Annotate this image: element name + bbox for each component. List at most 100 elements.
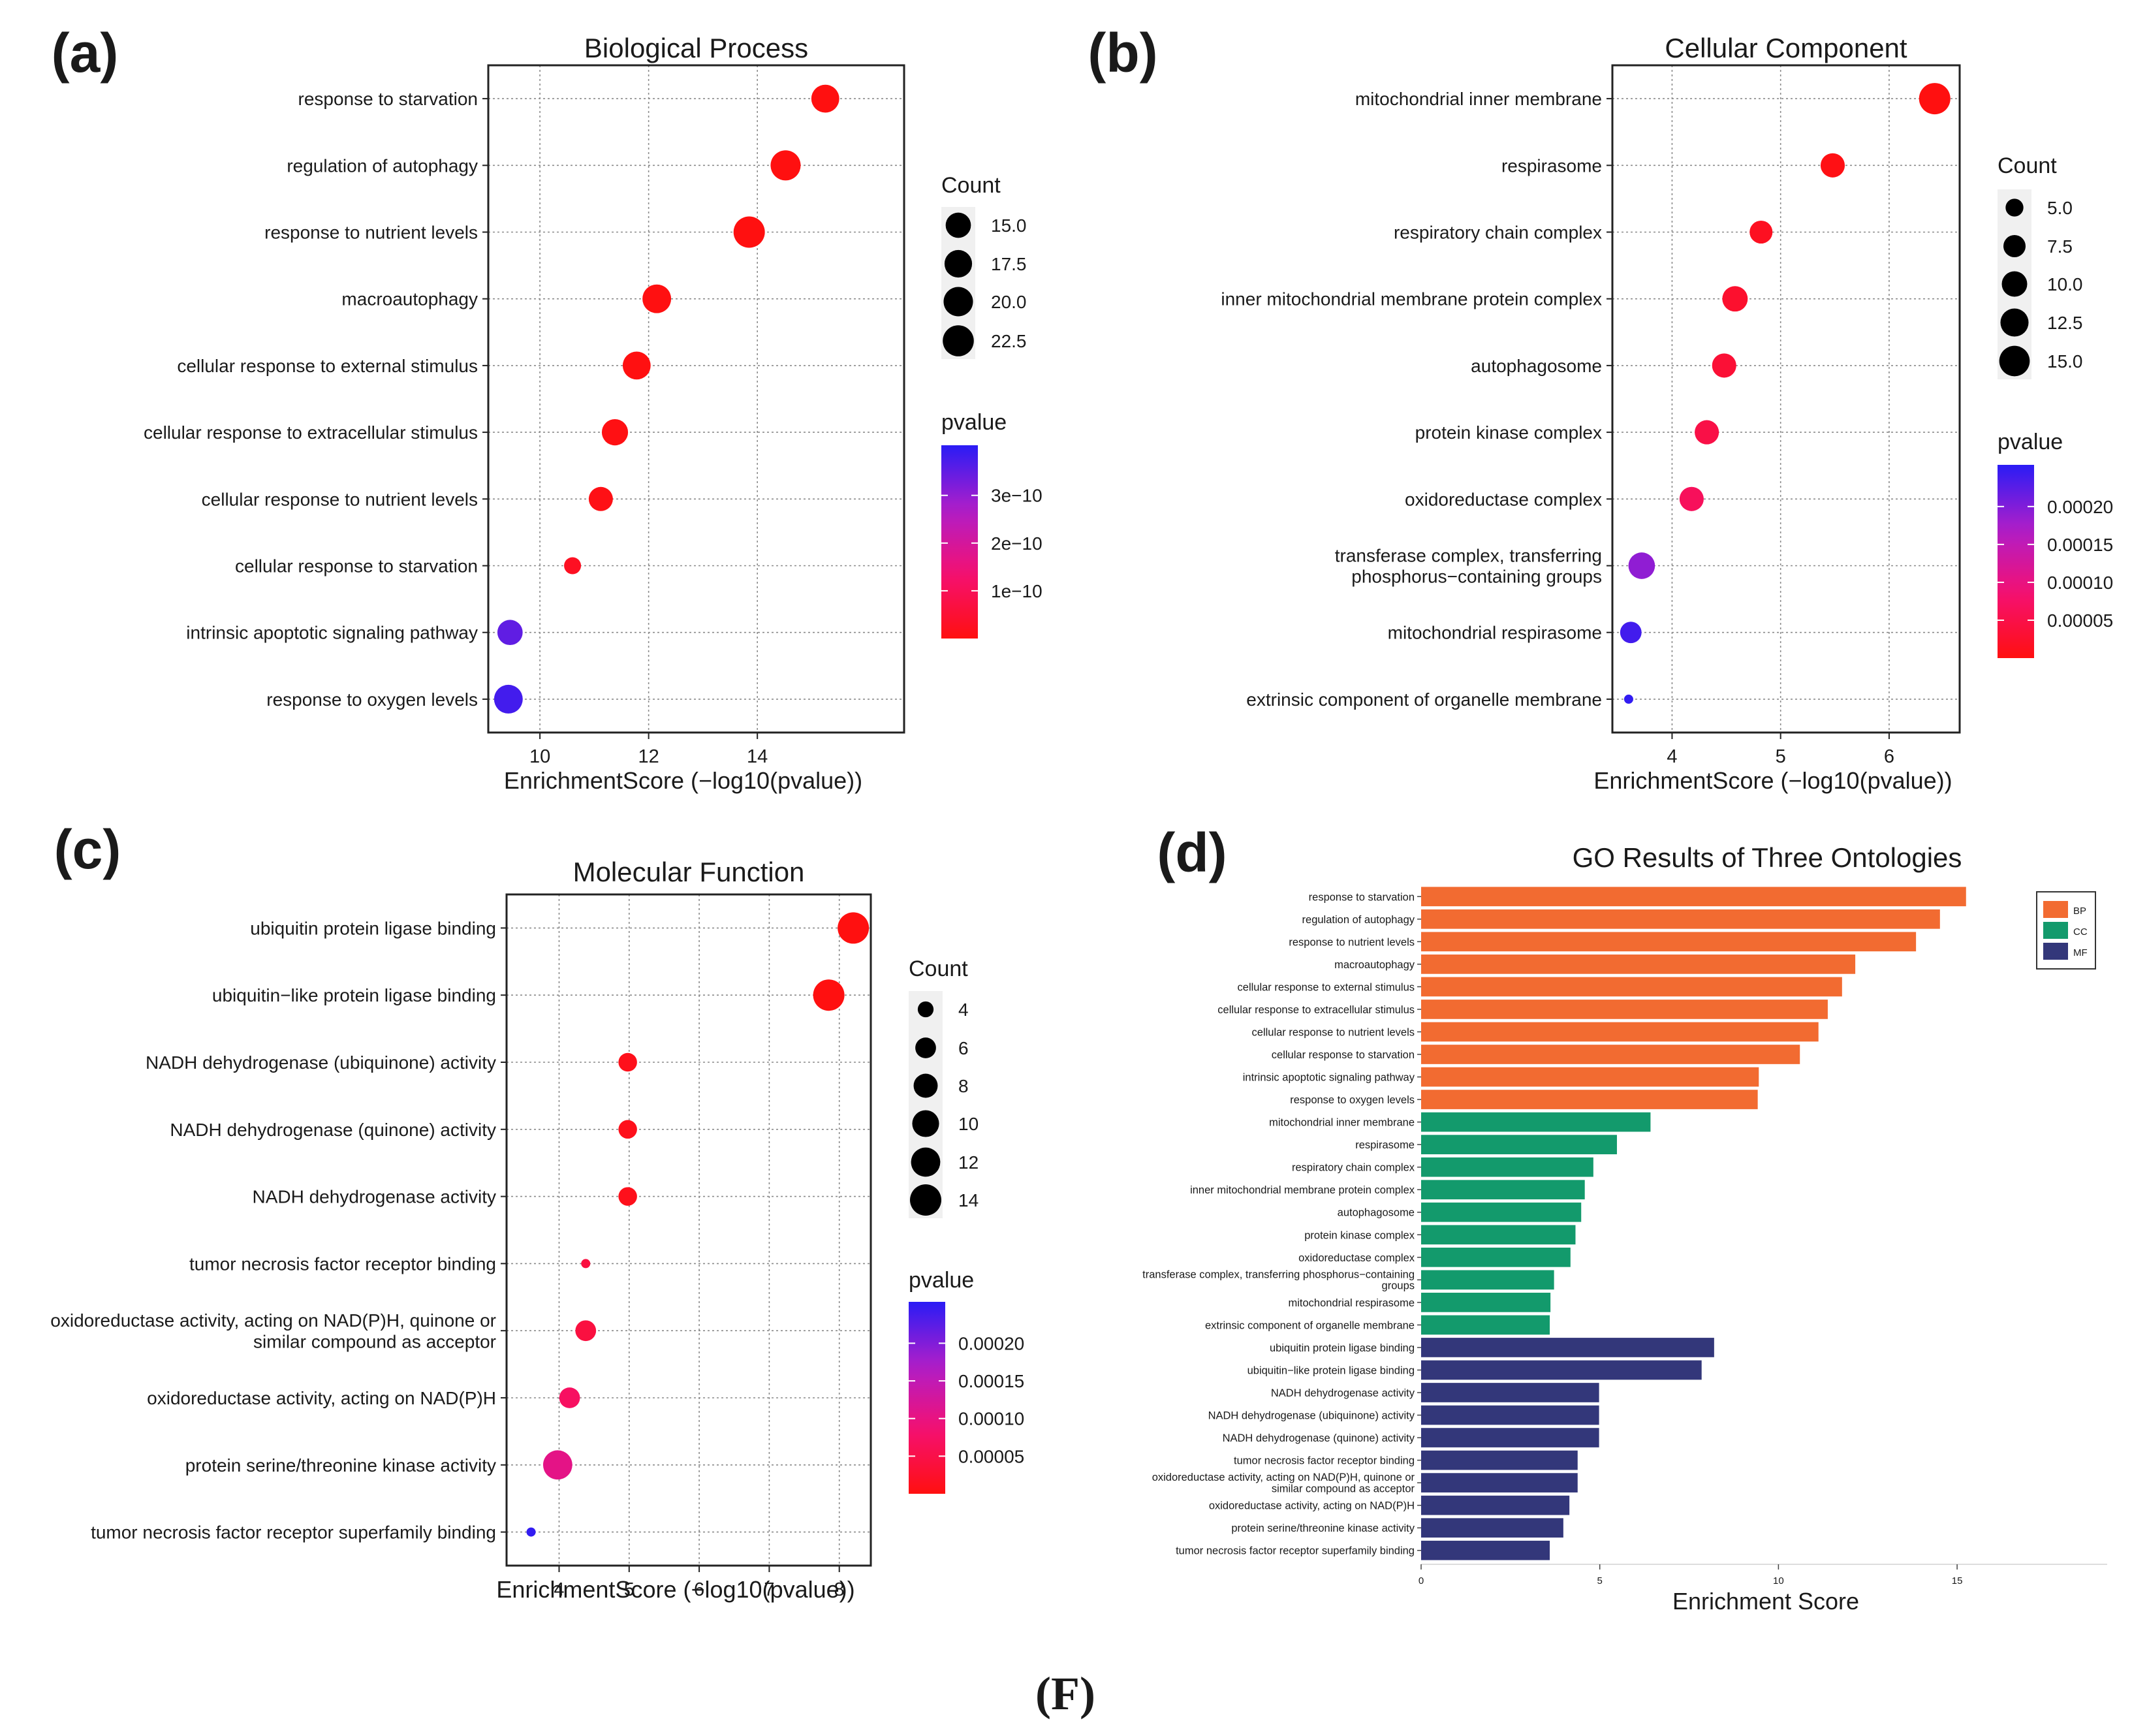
point-response-to-nutrient-levels	[733, 216, 765, 248]
y-tick-label-ubiquitin-like-protein-ligase-binding: ubiquitin−like protein ligase binding	[1247, 1365, 1415, 1376]
point-oxidoreductase-complex	[1679, 486, 1704, 511]
y-tick-label-respiratory-chain-complex: respiratory chain complex	[1292, 1162, 1415, 1174]
pvalue-legend-label-0-00010: 0.00010	[2047, 573, 2113, 593]
count-legend-key-15-0	[945, 212, 971, 238]
bar-extrinsic-component-of-organelle-membrane	[1421, 1315, 1550, 1335]
count-legend-label-15-0: 15.0	[991, 215, 1027, 236]
y-tick-label-ubiquitin-protein-ligase-binding: ubiquitin protein ligase binding	[250, 918, 496, 938]
y-tick-label-transferase-complex-transferring-phosphorus-containing-groups: transferase complex, transferring phospho…	[1335, 546, 1602, 587]
y-tick-label-intrinsic-apoptotic-signaling-pathway: intrinsic apoptotic signaling pathway	[1243, 1072, 1415, 1084]
chart-title: Cellular Component	[1665, 33, 1907, 63]
count-legend-label-14: 14	[958, 1190, 979, 1210]
point-mitochondrial-inner-membrane	[1919, 83, 1951, 115]
bar-tumor-necrosis-factor-receptor-superfamily-binding	[1421, 1540, 1550, 1560]
bar-oxidoreductase-activity-acting-on-nad-p-h-quinone-or-similar-compound-as-acceptor	[1421, 1473, 1578, 1492]
bar-mitochondrial-inner-membrane	[1421, 1112, 1651, 1132]
count-legend-label-12: 12	[958, 1152, 979, 1173]
legend-label-mf: MF	[2073, 947, 2088, 958]
y-tick-label-cellular-response-to-extracellular-stimulus: cellular response to extracellular stimu…	[144, 422, 478, 443]
count-legend-key-17-5	[944, 249, 973, 278]
x-tick-label-0: 0	[1419, 1575, 1424, 1586]
pvalue-legend-title: pvalue	[909, 1268, 974, 1293]
count-legend-key-7-5	[2003, 234, 2026, 258]
y-tick-label-protein-kinase-complex: protein kinase complex	[1304, 1229, 1415, 1241]
x-tick-label-6: 6	[1884, 746, 1894, 767]
point-regulation-of-autophagy	[770, 150, 801, 181]
point-response-to-starvation	[811, 84, 839, 113]
point-inner-mitochondrial-membrane-protein-complex	[1722, 286, 1748, 312]
y-tick-label-nadh-dehydrogenase-activity: NADH dehydrogenase activity	[252, 1187, 496, 1207]
pvalue-legend-title: pvalue	[1998, 430, 2063, 454]
y-tick-label-oxidoreductase-complex: oxidoreductase complex	[1298, 1252, 1415, 1264]
pvalue-legend-label-0-00015: 0.00015	[2047, 535, 2113, 555]
point-mitochondrial-respirasome	[1620, 622, 1642, 644]
count-legend-key-15-0	[1999, 345, 2030, 377]
y-tick-label-ubiquitin-protein-ligase-binding: ubiquitin protein ligase binding	[1270, 1342, 1415, 1354]
count-legend-key-5-0	[2005, 198, 2024, 217]
x-tick-label-15: 15	[1952, 1575, 1963, 1586]
pvalue-legend-label-0-00010: 0.00010	[958, 1409, 1024, 1429]
count-legend-label-12-5: 12.5	[2047, 313, 2083, 333]
count-legend-label-17-5: 17.5	[991, 254, 1027, 274]
x-axis-title: EnrichmentScore (−log10(pvalue))	[496, 1576, 854, 1603]
x-tick-label-12: 12	[638, 746, 659, 767]
count-legend-label-4: 4	[958, 1000, 969, 1020]
bar-transferase-complex-transferring-phosphorus-containing-groups	[1421, 1270, 1554, 1290]
count-legend-title: Count	[941, 173, 1001, 198]
count-legend-label-8: 8	[958, 1076, 969, 1096]
x-tick-label-4: 4	[1667, 746, 1677, 767]
legend-label-bp: BP	[2073, 906, 2086, 917]
y-tick-label-response-to-starvation: response to starvation	[298, 89, 478, 109]
plot-background	[507, 894, 871, 1566]
bar-inner-mitochondrial-membrane-protein-complex	[1421, 1180, 1585, 1200]
point-protein-kinase-complex	[1695, 420, 1719, 445]
point-nadh-dehydrogenase-quinone-activity	[618, 1120, 637, 1139]
bar-regulation-of-autophagy	[1421, 909, 1940, 929]
count-legend-label-10-0: 10.0	[2047, 274, 2083, 294]
bar-ubiquitin-protein-ligase-binding	[1421, 1338, 1714, 1357]
bar-respirasome	[1421, 1135, 1617, 1154]
y-tick-label-mitochondrial-respirasome: mitochondrial respirasome	[1388, 623, 1602, 643]
panel-letter: (c)	[54, 819, 121, 880]
pvalue-legend-label-0-00005: 0.00005	[2047, 610, 2113, 631]
point-ubiquitin-protein-ligase-binding	[838, 912, 870, 944]
panel-letter: (a)	[52, 22, 119, 84]
y-tick-label-oxidoreductase-activity-acting-on-nad-p-h-quinone-or-similar-compound-as-acceptor: oxidoreductase activity, acting on NAD(P…	[50, 1310, 496, 1351]
point-cellular-response-to-extracellular-stimulus	[601, 418, 629, 446]
count-legend-key-20-0	[943, 287, 973, 317]
y-tick-label-nadh-dehydrogenase-activity: NADH dehydrogenase activity	[1271, 1387, 1415, 1399]
point-macroautophagy	[642, 284, 672, 313]
y-tick-label-mitochondrial-respirasome: mitochondrial respirasome	[1289, 1297, 1415, 1309]
bar-oxidoreductase-complex	[1421, 1247, 1571, 1267]
y-tick-label-protein-serine-threonine-kinase-activity: protein serine/threonine kinase activity	[185, 1455, 496, 1476]
y-tick-label-extrinsic-component-of-organelle-membrane: extrinsic component of organelle membran…	[1205, 1319, 1415, 1331]
count-legend-label-20-0: 20.0	[991, 292, 1027, 312]
bar-respiratory-chain-complex	[1421, 1157, 1593, 1177]
y-tick-label-oxidoreductase-complex: oxidoreductase complex	[1405, 489, 1602, 509]
y-tick-label-cellular-response-to-nutrient-levels: cellular response to nutrient levels	[1252, 1026, 1415, 1038]
count-legend-label-10: 10	[958, 1114, 979, 1134]
y-tick-label-regulation-of-autophagy: regulation of autophagy	[1302, 914, 1415, 926]
bar-tumor-necrosis-factor-receptor-binding	[1421, 1450, 1578, 1470]
y-tick-label-extrinsic-component-of-organelle-membrane: extrinsic component of organelle membran…	[1246, 689, 1602, 710]
y-tick-label-cellular-response-to-external-stimulus: cellular response to external stimulus	[1238, 981, 1415, 993]
y-tick-label-tumor-necrosis-factor-receptor-superfamily-binding: tumor necrosis factor receptor superfami…	[91, 1523, 496, 1543]
count-legend-key-10-0	[2001, 271, 2028, 297]
y-tick-label-respirasome: respirasome	[1501, 155, 1602, 176]
point-ubiquitin-like-protein-ligase-binding	[813, 979, 845, 1011]
count-legend-keys-bg	[909, 991, 943, 1218]
panel-d: (d) GO Results of Three Ontologies respons…	[1142, 822, 2107, 1615]
count-legend-label-7-5: 7.5	[2047, 236, 2073, 257]
y-tick-label-macroautophagy: macroautophagy	[341, 289, 478, 309]
count-legend-key-12	[911, 1147, 941, 1177]
bar-cellular-response-to-nutrient-levels	[1421, 1022, 1819, 1042]
count-legend-label-5-0: 5.0	[2047, 198, 2073, 218]
x-tick-label-14: 14	[747, 746, 768, 767]
panel-letter: (d)	[1157, 822, 1227, 883]
count-legend-key-14	[910, 1184, 941, 1216]
pvalue-legend-label-0-00020: 0.00020	[958, 1333, 1024, 1353]
bar-protein-kinase-complex	[1421, 1225, 1576, 1245]
pvalue-legend-label-2e-10: 2e−10	[991, 533, 1042, 554]
pvalue-legend-label-3e-10: 3e−10	[991, 486, 1042, 506]
